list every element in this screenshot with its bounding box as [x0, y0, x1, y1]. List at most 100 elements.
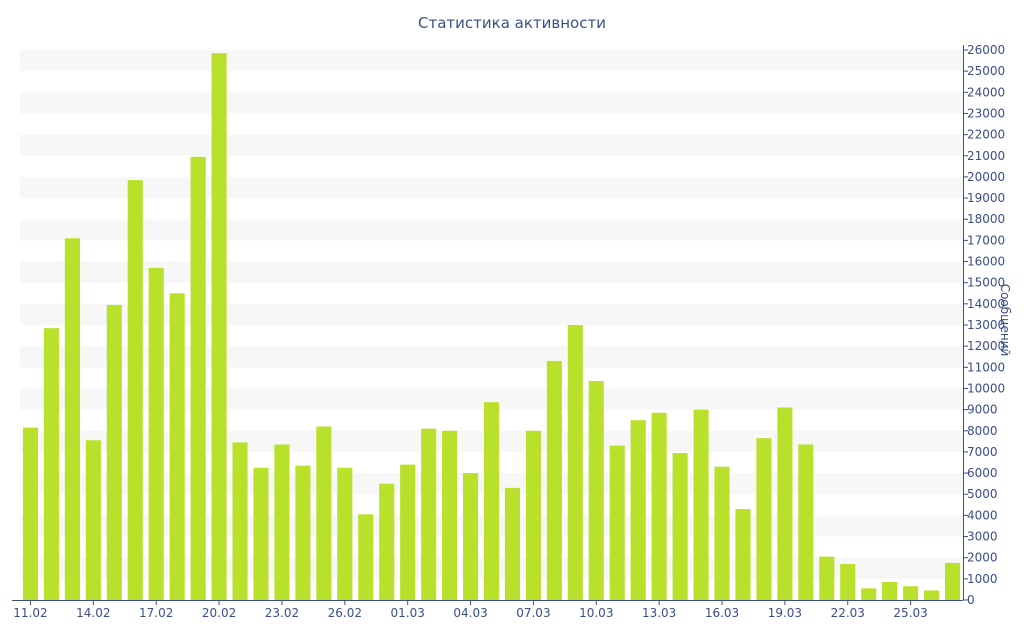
y-tick-label: 11000 [967, 360, 1005, 374]
bar [861, 588, 877, 600]
bar [735, 509, 751, 600]
y-tick-label: 2000 [967, 551, 998, 565]
bar [924, 590, 940, 600]
grid-band [20, 50, 963, 72]
grid-band [20, 261, 963, 283]
bar [609, 445, 625, 600]
x-axis: 11.02 14.02 17.02 20.02 23.02 26.02 01.03 04.03… [12, 600, 963, 620]
y-tick-label: 19000 [967, 191, 1005, 205]
bar [588, 381, 604, 600]
y-tick-label: 21000 [967, 149, 1005, 163]
grid-band [20, 303, 963, 325]
x-tick-label: 22.03 [831, 606, 865, 620]
bar [379, 483, 395, 600]
x-tick-label: 11.02 [13, 606, 47, 620]
bar [337, 467, 353, 600]
bar [421, 428, 437, 600]
x-tick-label: 25.03 [893, 606, 927, 620]
y-tick-label: 13000 [967, 318, 1005, 332]
bar [840, 564, 856, 600]
y-tick-label: 22000 [967, 128, 1005, 142]
bar [903, 586, 919, 600]
bar [651, 412, 667, 600]
grid-band [20, 176, 963, 199]
y-tick-label: 18000 [967, 212, 1005, 226]
bar [400, 464, 416, 600]
x-tick-label: 04.03 [453, 606, 487, 620]
y-tick-label: 4000 [967, 508, 998, 522]
bar [64, 238, 80, 600]
x-tick-label: 13.03 [642, 606, 676, 620]
bar [777, 407, 793, 600]
bar [819, 556, 835, 600]
y-tick-label: 14000 [967, 297, 1005, 311]
x-tick-label: 14.02 [76, 606, 110, 620]
bar [756, 438, 772, 600]
bar [148, 267, 164, 600]
bar [358, 514, 374, 600]
bar [672, 452, 688, 600]
bar [630, 420, 646, 600]
bars-group [22, 53, 961, 601]
y-tick-label: 1000 [967, 572, 998, 586]
y-axis: 0 1000 2000 3000 4000 5000 6000 7000 8000 9000 100… [963, 43, 1005, 607]
bar [22, 427, 39, 600]
y-axis-label: Сообщений [998, 283, 1012, 357]
grid-band [20, 346, 963, 368]
bar [463, 473, 479, 600]
y-tick-label: 15000 [967, 276, 1005, 290]
y-tick-label: 10000 [967, 381, 1005, 395]
bar [190, 156, 206, 600]
bar [504, 487, 520, 600]
x-tick-label: 16.03 [705, 606, 739, 620]
bar [546, 360, 562, 600]
bar [525, 430, 541, 600]
y-tick-label: 9000 [967, 403, 998, 417]
bar [295, 465, 311, 600]
grid-band [20, 92, 963, 114]
bar [232, 442, 248, 600]
y-tick-label: 20000 [967, 170, 1005, 184]
bar [944, 562, 961, 600]
bar [798, 444, 814, 600]
bar [211, 53, 227, 601]
bar [567, 325, 583, 600]
bar [274, 444, 290, 600]
bar [693, 409, 709, 600]
y-tick-label: 12000 [967, 339, 1005, 353]
y-tick-label: 23000 [967, 106, 1005, 120]
y-tick-label: 7000 [967, 445, 998, 459]
bar [43, 328, 59, 600]
y-tick-label: 25000 [967, 64, 1005, 78]
bar [106, 304, 122, 600]
y-tick-label: 0 [967, 593, 975, 607]
bar [169, 293, 185, 600]
x-tick-label: 23.02 [265, 606, 299, 620]
chart-title: Статистика активности [418, 14, 606, 32]
bar [316, 426, 332, 600]
x-tick-label: 26.02 [328, 606, 362, 620]
grid-band [20, 219, 963, 241]
y-tick-label: 8000 [967, 424, 998, 438]
bar [882, 582, 898, 600]
bar [127, 180, 143, 600]
bar [714, 466, 730, 600]
y-tick-label: 26000 [967, 43, 1005, 57]
grid-band [20, 388, 963, 410]
x-tick-label: 19.03 [768, 606, 802, 620]
x-tick-label: 20.02 [202, 606, 236, 620]
x-tick-label: 10.03 [579, 606, 613, 620]
y-tick-label: 24000 [967, 85, 1005, 99]
bar [442, 430, 458, 600]
grid-band [20, 134, 963, 156]
bar [253, 467, 269, 600]
y-tick-label: 6000 [967, 466, 998, 480]
x-tick-label: 17.02 [139, 606, 173, 620]
x-tick-label: 07.03 [516, 606, 550, 620]
x-tick-label: 01.03 [390, 606, 424, 620]
y-tick-label: 16000 [967, 255, 1005, 269]
y-tick-label: 3000 [967, 530, 998, 544]
y-tick-label: 5000 [967, 487, 998, 501]
